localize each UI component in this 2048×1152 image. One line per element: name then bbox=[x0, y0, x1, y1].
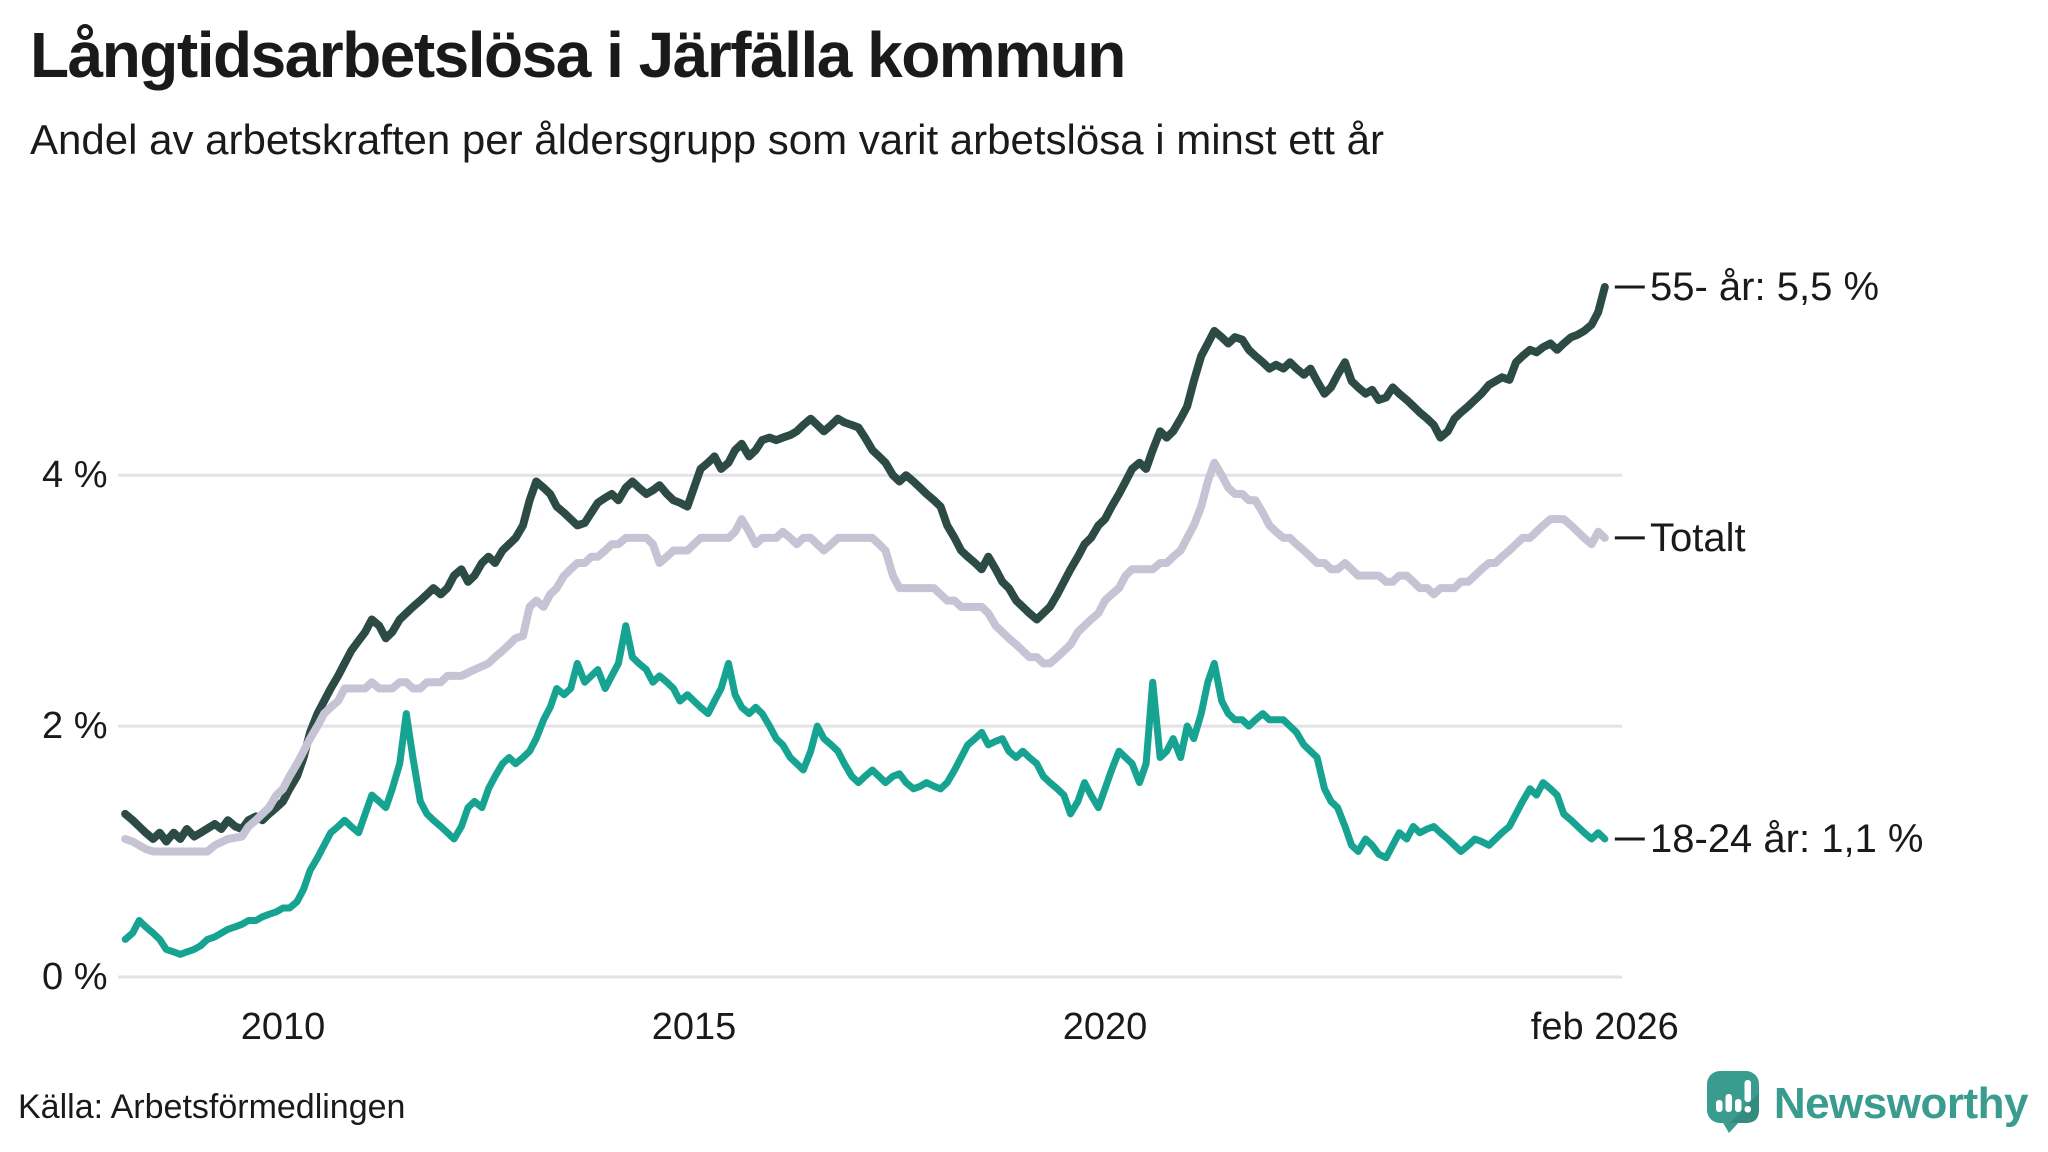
x-axis-tick-2010: 2010 bbox=[240, 1006, 326, 1048]
series-line-2 bbox=[121, 622, 1609, 958]
y-axis-tick-4: 4 % bbox=[42, 454, 108, 497]
newsworthy-logo[interactable]: Newsworthy bbox=[1704, 1069, 2029, 1138]
series-line-0 bbox=[121, 283, 1609, 846]
series-line-1 bbox=[121, 458, 1609, 856]
source-credit: Källa: Arbetsförmedlingen bbox=[18, 1088, 406, 1126]
x-axis-tick-feb-2026: feb 2026 bbox=[1530, 1006, 1679, 1048]
y-axis-tick-2: 2 % bbox=[42, 705, 108, 748]
x-axis-tick-2015: 2015 bbox=[651, 1006, 737, 1048]
newsworthy-icon bbox=[1704, 1069, 1762, 1138]
y-axis-tick-0: 0 % bbox=[42, 956, 108, 998]
chart-subtitle: Andel av arbetskraften per åldersgrupp s… bbox=[30, 116, 1384, 163]
page-title: Långtidsarbetslösa i Järfälla kommun bbox=[30, 19, 1126, 91]
newsworthy-wordmark: Newsworthy bbox=[1773, 1078, 2029, 1128]
x-axis-tick-2020: 2020 bbox=[1062, 1006, 1148, 1048]
series-end-label-55: 55- år: 5,5 % bbox=[1650, 265, 1880, 310]
series-end-label-totalt: Totalt bbox=[1650, 515, 1746, 560]
series-end-label-18-24: 18-24 år: 1,1 % bbox=[1650, 817, 1924, 861]
